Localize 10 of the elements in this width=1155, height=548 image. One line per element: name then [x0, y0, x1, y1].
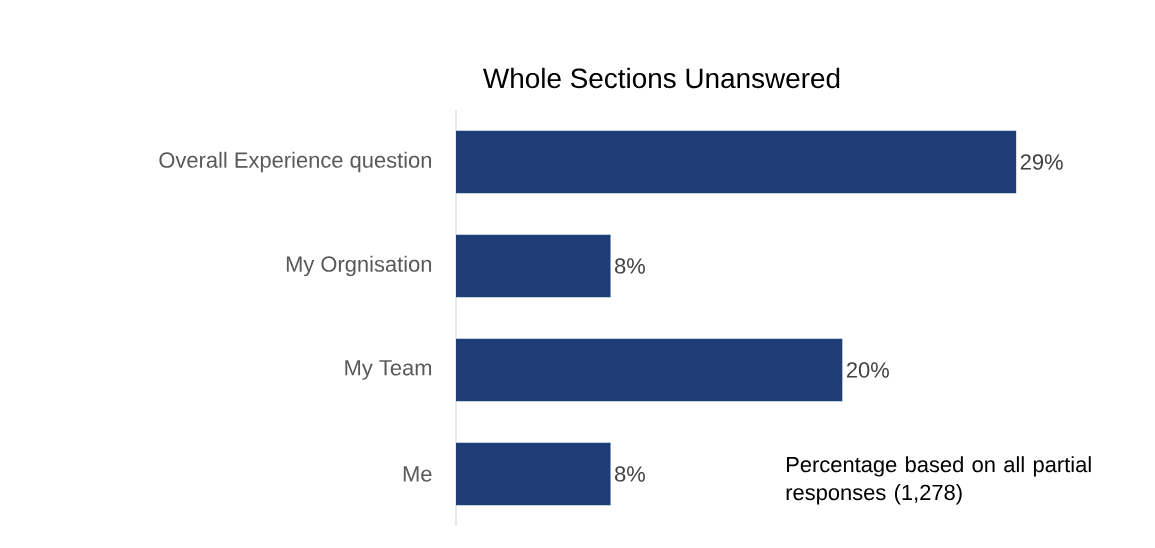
- data-label: 29%: [1020, 154, 1063, 170]
- chart-title: Whole Sections Unanswered: [483, 67, 840, 89]
- y-tick-label: Me: [403, 466, 432, 482]
- data-label: 8%: [615, 258, 645, 274]
- y-tick-label: Overall Experience question: [159, 151, 431, 173]
- y-tick-label: My Orgnisation: [286, 255, 432, 277]
- data-label: 20%: [846, 362, 889, 378]
- data-label: 8%: [615, 466, 645, 482]
- annotation: Percentage based on all partial responses (1,278): [786, 456, 1091, 505]
- y-tick-label: My Team: [345, 360, 432, 380]
